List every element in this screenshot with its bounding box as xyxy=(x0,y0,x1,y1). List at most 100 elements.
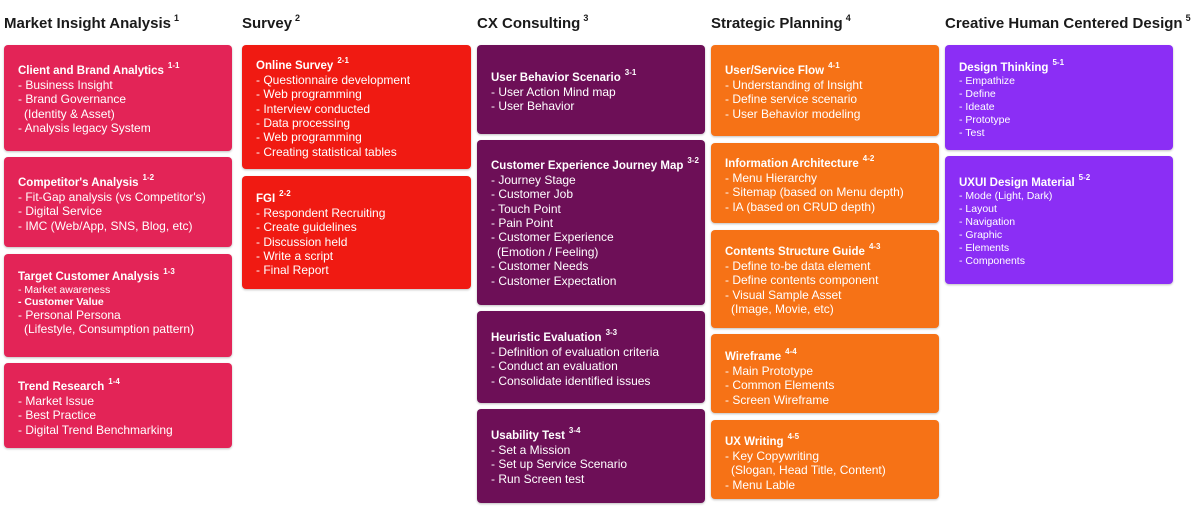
list-item: (Image, Movie, etc) xyxy=(731,302,834,317)
list-item: - Web programming xyxy=(256,130,362,145)
list-item: - Key Copywriting xyxy=(725,448,820,463)
list-item: - Main Prototype xyxy=(725,363,814,378)
list-item: - Define service scenario xyxy=(725,92,858,107)
list-item: - User Behavior modeling xyxy=(725,106,861,121)
card-title: Design Thinking 5-1 xyxy=(959,58,1065,74)
list-item: - IA (based on CRUD depth) xyxy=(725,199,876,214)
list-item: - Brand Governance xyxy=(18,92,127,107)
card-design-thinking: Design Thinking 5-1 - Empathize - Define … xyxy=(945,45,1173,150)
list-item: - Define contents component xyxy=(725,273,879,288)
list-item: - Market Issue xyxy=(18,393,95,408)
list-item: - Respondent Recruiting xyxy=(256,205,386,220)
list-item: - Run Screen test xyxy=(491,471,585,486)
card-wireframe: Wireframe 4-4 - Main Prototype - Common E… xyxy=(711,334,939,413)
list-item: - Touch Point xyxy=(491,201,561,216)
list-item: - Layout xyxy=(959,202,997,215)
card-title: Competitor's Analysis 1-2 xyxy=(18,173,155,189)
card-title: User/Service Flow 4-1 xyxy=(725,61,840,77)
card-trend-research: Trend Research 1-4 - Market Issue - Best … xyxy=(4,363,232,448)
card-usability-test: Usability Test 3-4 - Set a Mission - Set … xyxy=(477,409,705,503)
list-item: - Customer Expectation xyxy=(491,273,617,288)
list-item: - Market awareness xyxy=(18,283,111,296)
list-item: - Set up Service Scenario xyxy=(491,457,628,472)
list-item: - Menu Lable xyxy=(725,477,796,492)
card-competitors-analysis: Competitor's Analysis 1-2 - Fit-Gap analy… xyxy=(4,157,232,247)
list-item: - User Action Mind map xyxy=(491,84,616,99)
list-item: (Slogan, Head Title, Content) xyxy=(731,463,886,478)
list-item: - Digital Service xyxy=(18,204,103,219)
list-item: - Digital Trend Benchmarking xyxy=(18,422,173,437)
card-title: UXUI Design Material 5-2 xyxy=(959,173,1091,189)
list-item: - Final Report xyxy=(256,263,329,278)
list-item: - IMC (Web/App, SNS, Blog, etc) xyxy=(18,218,193,233)
list-item: - Screen Wireframe xyxy=(725,392,830,407)
list-item: - Menu Hierarchy xyxy=(725,170,818,185)
list-item: (Lifestyle, Consumption pattern) xyxy=(24,322,195,337)
card-title: Target Customer Analysis 1-3 xyxy=(18,267,175,283)
card-title: Heuristic Evaluation 3-3 xyxy=(491,328,618,344)
list-item: - Interview conducted xyxy=(256,101,371,116)
list-item: - Journey Stage xyxy=(491,172,576,187)
card-heuristic-evaluation: Heuristic Evaluation 3-3 - Definition of … xyxy=(477,311,705,403)
column-title: CX Consulting 3 xyxy=(477,13,589,32)
column-title: Survey 2 xyxy=(242,13,301,32)
card-title: Customer Experience Journey Map 3-2 xyxy=(491,156,699,172)
card-user-behavior-scenario: User Behavior Scenario 3-1 - User Action … xyxy=(477,45,705,134)
list-item: - Define xyxy=(959,87,996,100)
list-item: - Graphic xyxy=(959,228,1003,241)
card-title: Contents Structure Guide 4-3 xyxy=(725,242,881,258)
list-item: - Visual Sample Asset xyxy=(725,287,842,302)
card-title: Wireframe 4-4 xyxy=(725,347,797,363)
column-title: Strategic Planning 4 xyxy=(711,13,851,32)
card-title: Usability Test 3-4 xyxy=(491,426,581,442)
list-item: - Ideate xyxy=(959,100,995,113)
list-item: - Set a Mission xyxy=(491,442,571,457)
list-item: - Questionnaire development xyxy=(256,72,411,87)
list-item: - Test xyxy=(959,126,985,139)
list-item: - Define to-be data element xyxy=(725,258,871,273)
card-client-brand-analytics: Client and Brand Analytics 1-1 - Business… xyxy=(4,45,232,151)
list-item: (Emotion / Feeling) xyxy=(497,244,599,259)
list-item: - Prototype xyxy=(959,113,1011,126)
card-title: UX Writing 4-5 xyxy=(725,432,800,448)
card-title: User Behavior Scenario 3-1 xyxy=(491,68,637,84)
list-item: - Fit-Gap analysis (vs Competitor's) xyxy=(18,189,206,204)
list-item: - Sitemap (based on Menu depth) xyxy=(725,185,904,200)
list-item: - Understanding of Insight xyxy=(725,77,863,92)
card-title: Client and Brand Analytics 1-1 xyxy=(18,61,180,77)
list-item: - Mode (Light, Dark) xyxy=(959,189,1053,202)
card-fgi: FGI 2-2 - Respondent Recruiting - Create … xyxy=(242,176,471,289)
card-contents-structure-guide: Contents Structure Guide 4-3 - Define to-… xyxy=(711,230,939,328)
card-information-architecture: Information Architecture 4-2 - Menu Hiera… xyxy=(711,143,939,223)
list-item: - Empathize xyxy=(959,74,1016,87)
card-title: Information Architecture 4-2 xyxy=(725,154,875,170)
list-item: - Elements xyxy=(959,241,1010,254)
list-item: - Web programming xyxy=(256,87,362,102)
card-title: Trend Research 1-4 xyxy=(18,377,120,393)
list-item: - Creating statistical tables xyxy=(256,144,397,159)
list-item: - Personal Persona xyxy=(18,307,121,322)
card-target-customer-analysis: Target Customer Analysis 1-3 - Market awa… xyxy=(4,254,232,357)
list-item: - Components xyxy=(959,254,1025,267)
card-customer-journey-map: Customer Experience Journey Map 3-2 - Jou… xyxy=(477,140,705,305)
card-uxui-design-material: UXUI Design Material 5-2 - Mode (Light, D… xyxy=(945,156,1173,284)
list-item: - Analysis legacy System xyxy=(18,121,151,136)
card-title: Online Survey 2-1 xyxy=(256,56,349,72)
list-item: - Customer Needs xyxy=(491,259,589,274)
list-item: - Business Insight xyxy=(18,77,113,92)
list-item: - Customer Job xyxy=(491,187,574,202)
list-item: - User Behavior xyxy=(491,99,575,114)
list-item: - Customer Experience xyxy=(491,230,614,245)
list-item: - Common Elements xyxy=(725,378,835,393)
card-title: FGI 2-2 xyxy=(256,189,291,205)
list-item: - Consolidate identified issues xyxy=(491,373,651,388)
list-item: - Customer Value xyxy=(18,295,104,308)
column-title: Creative Human Centered Design 5 xyxy=(945,13,1191,32)
list-item: - Best Practice xyxy=(18,408,97,423)
list-item: - Discussion held xyxy=(256,234,348,249)
list-item: - Conduct an evaluation xyxy=(491,359,618,374)
list-item: - Write a script xyxy=(256,249,334,264)
card-user-service-flow: User/Service Flow 4-1 - Understanding of … xyxy=(711,45,939,136)
list-item: - Create guidelines xyxy=(256,220,357,235)
list-item: (Identity & Asset) xyxy=(24,106,115,121)
